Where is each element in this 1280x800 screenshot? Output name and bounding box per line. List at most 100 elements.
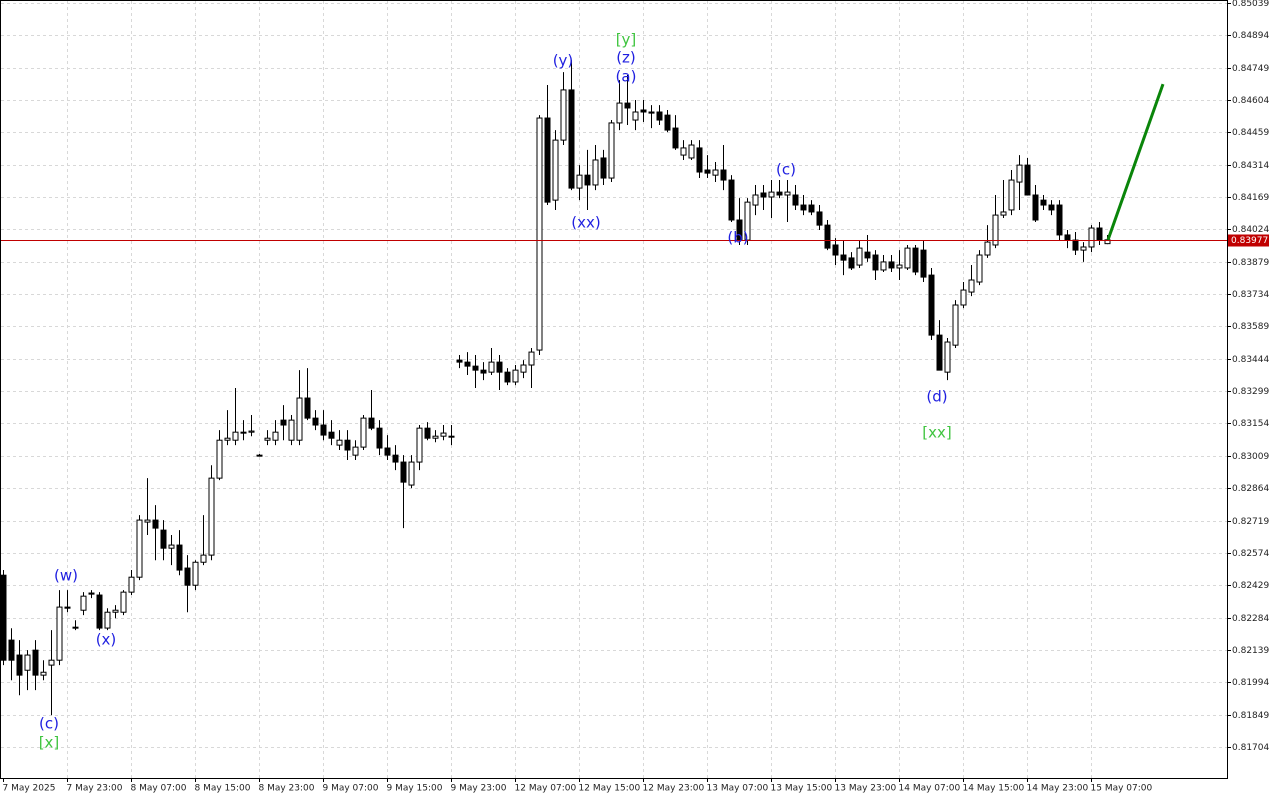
candle-body xyxy=(1008,179,1015,211)
candle-body xyxy=(592,159,599,186)
y-tick-label: 0.84169 xyxy=(1232,193,1269,203)
y-tick-label: 0.83009 xyxy=(1232,452,1269,462)
candle-body xyxy=(280,419,287,426)
candle-body xyxy=(1000,211,1007,216)
candle-body xyxy=(640,109,647,113)
candle-body xyxy=(680,147,687,156)
candle-body xyxy=(912,247,919,273)
y-tick-label: 0.82284 xyxy=(1232,614,1269,624)
candle-body xyxy=(952,304,959,346)
candle-body xyxy=(832,244,839,256)
candle-body xyxy=(544,117,551,203)
candle-body xyxy=(408,461,415,486)
y-tick-label: 0.83154 xyxy=(1232,419,1269,429)
grid-layer xyxy=(1,1,1227,778)
candle-body xyxy=(16,654,23,676)
candle-body xyxy=(72,626,79,629)
candle-body xyxy=(776,191,783,196)
candle-body xyxy=(136,519,143,578)
candle-body xyxy=(1024,164,1031,196)
candle-body xyxy=(288,419,295,441)
candle-body xyxy=(240,431,247,434)
candle-body xyxy=(816,211,823,226)
candle-body xyxy=(928,274,935,336)
candle-body xyxy=(984,241,991,256)
candle-body xyxy=(368,417,375,429)
candle-body xyxy=(480,369,487,374)
wave-label: (y) xyxy=(553,52,574,70)
candle-body xyxy=(360,417,367,448)
candle-body xyxy=(112,609,119,613)
y-tick-label: 0.84749 xyxy=(1232,64,1269,74)
candle-body xyxy=(672,127,679,149)
candle-body xyxy=(56,606,63,661)
candle-body xyxy=(488,361,495,373)
candle-body xyxy=(64,606,71,609)
candle-body xyxy=(1040,199,1047,206)
candle-body xyxy=(152,519,159,529)
candle-body xyxy=(528,351,535,366)
candle-body xyxy=(864,251,871,259)
candle-body xyxy=(96,594,103,629)
candle-body xyxy=(552,139,559,201)
x-tick-label: 14 May 07:00 xyxy=(899,784,961,794)
candle-body xyxy=(432,435,439,439)
x-tick-label: 14 May 23:00 xyxy=(1027,784,1089,794)
wave-label: (c) xyxy=(39,715,59,733)
candle-body xyxy=(752,194,759,206)
candle-body xyxy=(160,529,167,549)
candle-body xyxy=(808,204,815,213)
candle-body xyxy=(392,454,399,463)
candle-body xyxy=(968,279,975,293)
candle-body xyxy=(920,249,927,278)
candle-body xyxy=(608,122,615,179)
candle-body xyxy=(472,365,479,371)
candle-body xyxy=(272,431,279,441)
candle-body xyxy=(192,561,199,586)
wave-label: (c) xyxy=(776,161,796,179)
candle-body xyxy=(144,519,151,523)
y-tick-label: 0.82429 xyxy=(1232,581,1269,591)
wave-label: (a) xyxy=(616,68,637,86)
candle-body xyxy=(120,591,127,613)
projection-line xyxy=(1106,83,1165,241)
candle-body xyxy=(848,257,855,269)
candle-body xyxy=(856,247,863,266)
y-tick-label: 0.82864 xyxy=(1232,484,1269,494)
price-label: 0.83977 xyxy=(1231,236,1268,246)
candle-body xyxy=(840,254,847,261)
candle-body xyxy=(896,264,903,269)
candle-body xyxy=(344,439,351,451)
candle-body xyxy=(872,254,879,271)
candle-body xyxy=(208,477,215,556)
x-tick-label: 12 May 23:00 xyxy=(643,784,705,794)
candle-body xyxy=(992,214,999,246)
candle-body xyxy=(248,430,255,433)
candle-body xyxy=(1032,194,1039,221)
candle-body xyxy=(312,417,319,426)
y-tick-label: 0.81704 xyxy=(1232,743,1269,753)
candle-body xyxy=(536,117,543,351)
candle-body xyxy=(416,427,423,463)
x-tick-label: 8 May 23:00 xyxy=(259,784,315,794)
y-tick-label: 0.82719 xyxy=(1232,517,1269,527)
candle-body xyxy=(1016,164,1023,183)
wave-label: [xx] xyxy=(922,424,951,442)
y-tick-label: 0.85039 xyxy=(1232,0,1269,9)
x-tick-label: 9 May 07:00 xyxy=(323,784,379,794)
candle-body xyxy=(560,89,567,141)
price-label-box xyxy=(1228,234,1269,247)
candle-body xyxy=(688,144,695,159)
candle-body xyxy=(512,369,519,383)
wave-label: (x) xyxy=(96,631,117,649)
candle-body xyxy=(1096,227,1103,241)
candle-body xyxy=(888,261,895,269)
x-tick-label: 13 May 07:00 xyxy=(707,784,769,794)
x-tick-label: 15 May 07:00 xyxy=(1091,784,1153,794)
candle-body xyxy=(296,397,303,441)
candle-body xyxy=(656,111,663,121)
candle-body xyxy=(784,191,791,196)
candle-body xyxy=(880,261,887,271)
y-tick-label: 0.83879 xyxy=(1232,258,1269,268)
